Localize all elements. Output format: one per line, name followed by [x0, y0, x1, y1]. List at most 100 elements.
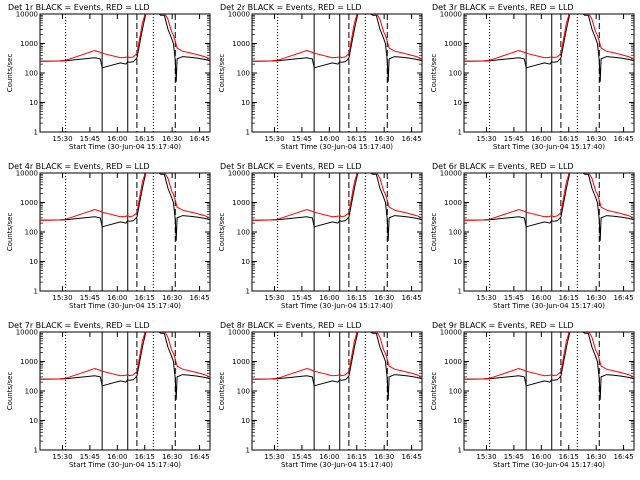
- y-tick-label: 10000: [440, 11, 462, 19]
- x-tick-label: 16:00: [531, 294, 551, 302]
- x-tick-label: 16:45: [613, 294, 633, 302]
- panel-title: Det 3r BLACK = Events, RED = LLD: [432, 3, 574, 12]
- x-tick-label: 15:30: [476, 294, 496, 302]
- y-tick-label: 1: [458, 447, 462, 455]
- x-tick-label: 15:30: [476, 135, 496, 143]
- y-tick-label: 1000: [20, 199, 38, 207]
- panel-title: Det 5r BLACK = Events, RED = LLD: [220, 162, 362, 171]
- detector-panel: Det 8r BLACK = Events, RED = LLD 1 10 100 10…: [218, 321, 423, 469]
- x-tick-label: 16:30: [162, 135, 182, 143]
- x-tick-label: 16:30: [374, 453, 394, 461]
- y-tick-label: 1000: [444, 40, 462, 48]
- series-events-line: [464, 14, 634, 82]
- x-tick-label: 16:15: [559, 294, 579, 302]
- y-tick-label: 100: [25, 388, 38, 396]
- y-tick-label: 1: [34, 288, 38, 296]
- y-tick-label: 100: [449, 70, 462, 78]
- y-tick-label: 1: [34, 129, 38, 137]
- plot-frame: [39, 13, 211, 133]
- panel-title: Det 8r BLACK = Events, RED = LLD: [220, 321, 362, 330]
- x-tick-label: 15:45: [292, 453, 312, 461]
- x-tick-label: 15:45: [80, 453, 100, 461]
- x-axis-label: Start Time (30-Jun-04 15:17:40): [69, 302, 181, 310]
- plot-frame: [463, 13, 635, 133]
- x-tick-label: 16:00: [531, 135, 551, 143]
- y-tick-label: 1000: [232, 199, 250, 207]
- series-events-line: [40, 173, 210, 241]
- x-tick-label: 15:30: [476, 453, 496, 461]
- series-events-line: [40, 332, 210, 400]
- x-tick-label: 15:30: [52, 294, 72, 302]
- x-axis-label: Start Time (30-Jun-04 15:17:40): [69, 461, 181, 469]
- y-tick-label: 10: [29, 99, 38, 107]
- x-tick-label: 16:45: [613, 135, 633, 143]
- y-tick-label: 1: [246, 447, 250, 455]
- plot-frame: [251, 172, 423, 292]
- series-lld-line: [40, 173, 210, 221]
- x-tick-label: 16:45: [401, 294, 421, 302]
- x-tick-label: 16:45: [189, 135, 209, 143]
- y-axis-label: Counts/sec: [430, 54, 438, 93]
- y-tick-label: 1000: [444, 358, 462, 366]
- x-tick-label: 15:30: [52, 135, 72, 143]
- detector-panel: Det 2r BLACK = Events, RED = LLD 1 10 100 10…: [218, 3, 423, 151]
- y-tick-label: 10000: [440, 329, 462, 337]
- y-tick-label: 100: [449, 229, 462, 237]
- y-tick-label: 1000: [20, 358, 38, 366]
- x-tick-label: 15:45: [80, 135, 100, 143]
- x-tick-label: 16:30: [586, 294, 606, 302]
- series-lld-line: [464, 332, 634, 380]
- y-tick-label: 10: [453, 99, 462, 107]
- x-tick-label: 16:15: [347, 453, 367, 461]
- series-lld-line: [464, 173, 634, 221]
- x-tick-label: 15:45: [504, 135, 524, 143]
- y-axis-label: Counts/sec: [6, 213, 14, 252]
- x-tick-label: 16:15: [559, 453, 579, 461]
- y-tick-label: 10: [241, 417, 250, 425]
- y-tick-label: 100: [237, 229, 250, 237]
- x-tick-label: 16:00: [319, 135, 339, 143]
- x-axis-label: Start Time (30-Jun-04 15:17:40): [493, 302, 605, 310]
- detector-panel: Det 9r BLACK = Events, RED = LLD 1 10 100 10…: [430, 321, 635, 469]
- panel-title: Det 4r BLACK = Events, RED = LLD: [8, 162, 150, 171]
- detector-panel: Det 1r BLACK = Events, RED = LLD 1 10 100 10…: [6, 3, 211, 151]
- y-tick-label: 10000: [228, 170, 250, 178]
- y-axis-label: Counts/sec: [430, 372, 438, 411]
- y-tick-label: 10000: [228, 329, 250, 337]
- series-lld-line: [252, 332, 422, 380]
- panel-title: Det 2r BLACK = Events, RED = LLD: [220, 3, 362, 12]
- y-axis-label: Counts/sec: [6, 372, 14, 411]
- y-tick-label: 10: [29, 258, 38, 266]
- x-tick-label: 15:30: [264, 135, 284, 143]
- y-tick-label: 100: [237, 70, 250, 78]
- plot-frame: [463, 331, 635, 451]
- y-tick-label: 10: [29, 417, 38, 425]
- x-tick-label: 15:45: [292, 135, 312, 143]
- x-axis-label: Start Time (30-Jun-04 15:17:40): [493, 461, 605, 469]
- x-tick-label: 15:45: [80, 294, 100, 302]
- series-events-line: [40, 14, 210, 82]
- y-axis-label: Counts/sec: [218, 54, 226, 93]
- series-lld-line: [252, 14, 422, 62]
- y-tick-label: 100: [25, 70, 38, 78]
- panel-title: Det 9r BLACK = Events, RED = LLD: [432, 321, 574, 330]
- plot-frame: [463, 172, 635, 292]
- y-tick-label: 1000: [232, 358, 250, 366]
- plot-frame: [39, 331, 211, 451]
- y-tick-label: 10: [241, 258, 250, 266]
- x-tick-label: 16:15: [135, 453, 155, 461]
- x-axis-label: Start Time (30-Jun-04 15:17:40): [69, 143, 181, 151]
- y-tick-label: 1000: [444, 199, 462, 207]
- x-tick-label: 16:00: [107, 135, 127, 143]
- x-tick-label: 16:15: [347, 135, 367, 143]
- y-tick-label: 10000: [228, 11, 250, 19]
- detector-panel: Det 7r BLACK = Events, RED = LLD 1 10 100 10…: [6, 321, 211, 469]
- x-tick-label: 16:30: [374, 135, 394, 143]
- y-tick-label: 1000: [232, 40, 250, 48]
- detector-panel: Det 6r BLACK = Events, RED = LLD 1 10 100 10…: [430, 162, 635, 310]
- x-tick-label: 16:15: [347, 294, 367, 302]
- y-tick-label: 10000: [16, 329, 38, 337]
- x-tick-label: 16:30: [586, 135, 606, 143]
- series-events-line: [464, 332, 634, 400]
